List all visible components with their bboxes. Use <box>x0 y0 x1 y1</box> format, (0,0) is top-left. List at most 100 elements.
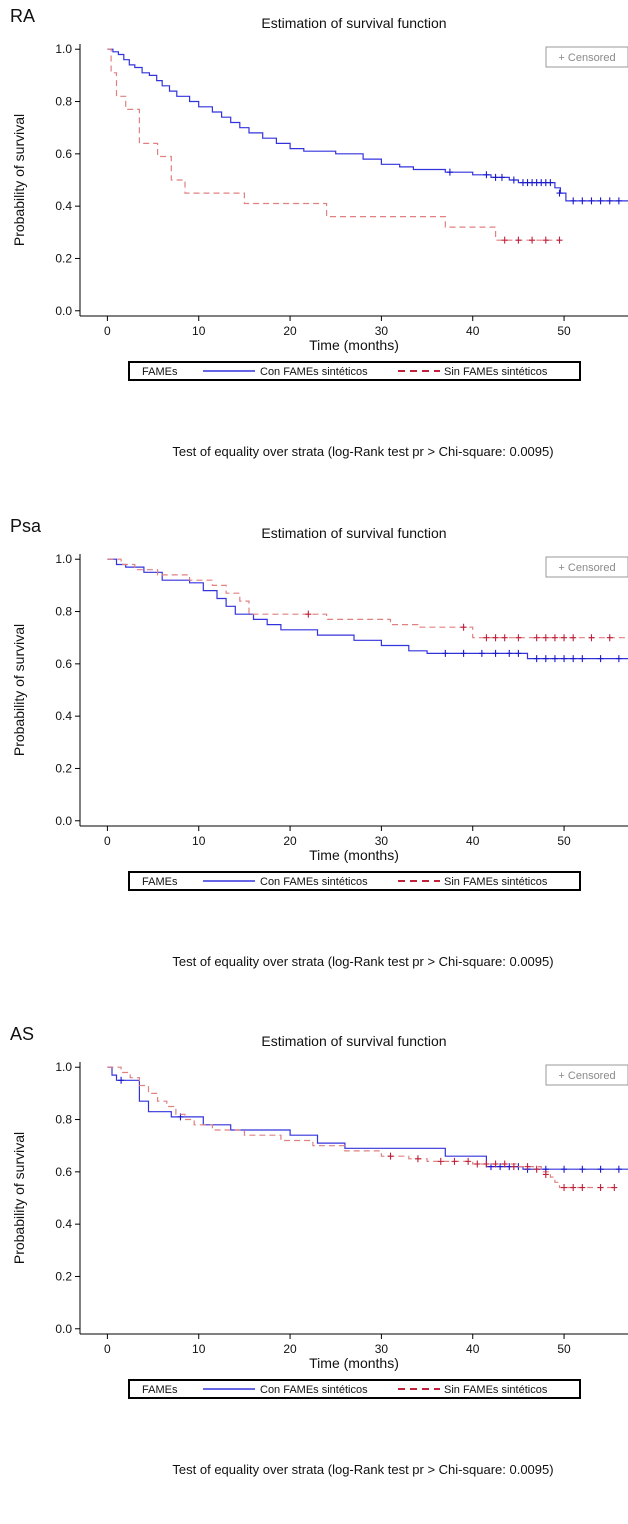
chart-1-series-1-censor-mark <box>561 634 568 642</box>
chart-0-series-1-line <box>107 48 560 241</box>
chart-0-x-tick-label: 20 <box>283 324 297 338</box>
chart-2-x-axis-label: Time (months) <box>309 1355 399 1371</box>
chart-1-legend-entry-1: Sin FAMEs sintéticos <box>444 876 548 888</box>
chart-2-series-1-censor-mark <box>414 1155 421 1163</box>
chart-1-y-tick-label: 1.0 <box>55 552 72 566</box>
chart-2-y-tick-label: 0.0 <box>55 1322 72 1336</box>
chart-1-series-1-censor-mark <box>551 634 558 642</box>
chart-2-series-1-censor-mark <box>437 1157 444 1165</box>
chart-1-series-1-censor-mark <box>588 634 595 642</box>
chart-2-legend-entry-1: Sin FAMEs sintéticos <box>444 1384 548 1396</box>
chart-0-series-0-censor-mark <box>570 197 577 205</box>
chart-2-series-0-censor-mark <box>579 1165 586 1173</box>
chart-1-legend-box <box>128 871 581 891</box>
chart-0-series-1-censor-mark <box>529 236 536 244</box>
chart-2-series-1-censor-mark <box>561 1184 568 1192</box>
chart-1-x-tick-label: 10 <box>192 834 206 848</box>
chart-0-series-1-censor-mark <box>501 236 508 244</box>
chart-1-x-tick-label: 30 <box>375 834 389 848</box>
chart-2-series-1-censor-mark <box>579 1184 586 1192</box>
chart-0-x-tick-label: 30 <box>375 324 389 338</box>
chart-2-series-0-line <box>107 1066 628 1170</box>
chart-2-legend-box <box>128 1379 581 1399</box>
chart-1-series-0-censor-mark <box>442 649 449 657</box>
chart-2-series-1-censor-mark <box>524 1163 531 1171</box>
chart-2-censored-legend-box <box>545 1064 628 1086</box>
chart-2-series-1-censor-mark <box>474 1160 481 1168</box>
chart-0-y-tick-label: 0.2 <box>55 251 72 265</box>
chart-1-series-0-censor-mark <box>515 649 522 657</box>
chart-2-series-1-censor-mark <box>465 1157 472 1165</box>
chart-1-series-0-censor-mark <box>542 655 549 663</box>
chart-1-y-tick-label: 0.8 <box>55 605 72 619</box>
chart-2-censored-legend-label: + Censored <box>558 1070 615 1082</box>
chart-0-series-0-censor-mark <box>483 171 490 179</box>
chart-1-series-0-censor-mark <box>551 655 558 663</box>
chart-0-x-tick-label: 50 <box>557 324 571 338</box>
chart-2-series-1-censor-mark <box>597 1184 604 1192</box>
chart-2-series-1-censor-mark <box>387 1152 394 1160</box>
chart-2-series-1-censor-mark <box>510 1163 517 1171</box>
chart-0-series-0-censor-mark <box>547 179 554 187</box>
chart-2-series-1-censor-mark <box>611 1184 618 1192</box>
chart-0-x-tick-label: 40 <box>466 324 480 338</box>
chart-0-legend-entry-0: Con FAMEs sintéticos <box>260 366 368 378</box>
chart-1-footnote: Test of equality over strata (log-Rank t… <box>172 954 553 969</box>
chart-0-series-0-line <box>107 48 628 202</box>
chart-1-series-1-censor-mark <box>305 610 312 618</box>
chart-0-censored-legend-box <box>545 46 628 68</box>
chart-1-series-1-censor-mark <box>492 634 499 642</box>
chart-0-x-tick-label: 0 <box>104 324 111 338</box>
chart-0-series-0-censor-mark <box>588 197 595 205</box>
chart-0-series-0-censor-mark <box>498 173 505 181</box>
chart-1-series-0-censor-mark <box>478 649 485 657</box>
chart-1-x-tick-label: 0 <box>104 834 111 848</box>
chart-0-series-0-censor-mark <box>446 168 453 176</box>
chart-2-y-tick-label: 1.0 <box>55 1060 72 1074</box>
chart-1-series-1-censor-mark <box>606 634 613 642</box>
chart-2-series-0-censor-mark <box>597 1165 604 1173</box>
chart-1-title: Estimation of survival function <box>261 525 446 541</box>
chart-1-series-1-censor-mark <box>542 634 549 642</box>
chart-1-y-tick-label: 0.4 <box>55 709 72 723</box>
chart-0-title: Estimation of survival function <box>261 15 446 31</box>
chart-1-series-1-censor-mark <box>515 634 522 642</box>
chart-2-x-tick-label: 40 <box>466 1342 480 1356</box>
chart-1-series-0-censor-mark <box>561 655 568 663</box>
chart-1-series-0-censor-mark <box>533 655 540 663</box>
chart-2-y-tick-label: 0.8 <box>55 1113 72 1127</box>
chart-0-legend-title: FAMEs <box>142 366 178 378</box>
chart-1-legend-entry-0: Con FAMEs sintéticos <box>260 876 368 888</box>
chart-2-x-tick-label: 30 <box>375 1342 389 1356</box>
chart-2-series-0-censor-mark <box>561 1165 568 1173</box>
chart-0-panel-label: RA <box>10 6 35 26</box>
chart-2-series-1-line <box>107 1066 615 1189</box>
chart-0-series-0-censor-mark <box>606 197 613 205</box>
chart-1-censored-legend-box <box>545 556 628 578</box>
chart-0-series-1-censor-mark <box>515 236 522 244</box>
chart-1-series-1-line <box>107 558 628 639</box>
chart-2-x-tick-label: 10 <box>192 1342 206 1356</box>
chart-0-legend-box <box>128 361 581 381</box>
chart-0-legend-entry-1: Sin FAMEs sintéticos <box>444 366 548 378</box>
chart-1-series-0-censor-mark <box>615 655 622 663</box>
chart-2-series-1-censor-mark <box>570 1184 577 1192</box>
chart-1-y-tick-label: 0.6 <box>55 657 72 671</box>
chart-2-x-tick-label: 0 <box>104 1342 111 1356</box>
chart-0-y-tick-label: 0.6 <box>55 147 72 161</box>
chart-2-series-1-censor-mark <box>492 1160 499 1168</box>
chart-1-x-tick-label: 50 <box>557 834 571 848</box>
chart-0-y-axis-label: Probability of survival <box>11 114 27 246</box>
chart-2-series-0-censor-mark <box>615 1165 622 1173</box>
chart-2-series-0-censor-mark <box>118 1076 125 1084</box>
chart-1-x-tick-label: 40 <box>466 834 480 848</box>
chart-0-series-0-censor-mark <box>556 189 563 197</box>
chart-1-series-0-censor-mark <box>492 649 499 657</box>
chart-2-panel-label: AS <box>10 1024 34 1044</box>
chart-1-series-0-censor-mark <box>579 655 586 663</box>
chart-1-x-axis-label: Time (months) <box>309 847 399 863</box>
chart-2-x-tick-label: 20 <box>283 1342 297 1356</box>
chart-2-y-tick-label: 0.6 <box>55 1165 72 1179</box>
